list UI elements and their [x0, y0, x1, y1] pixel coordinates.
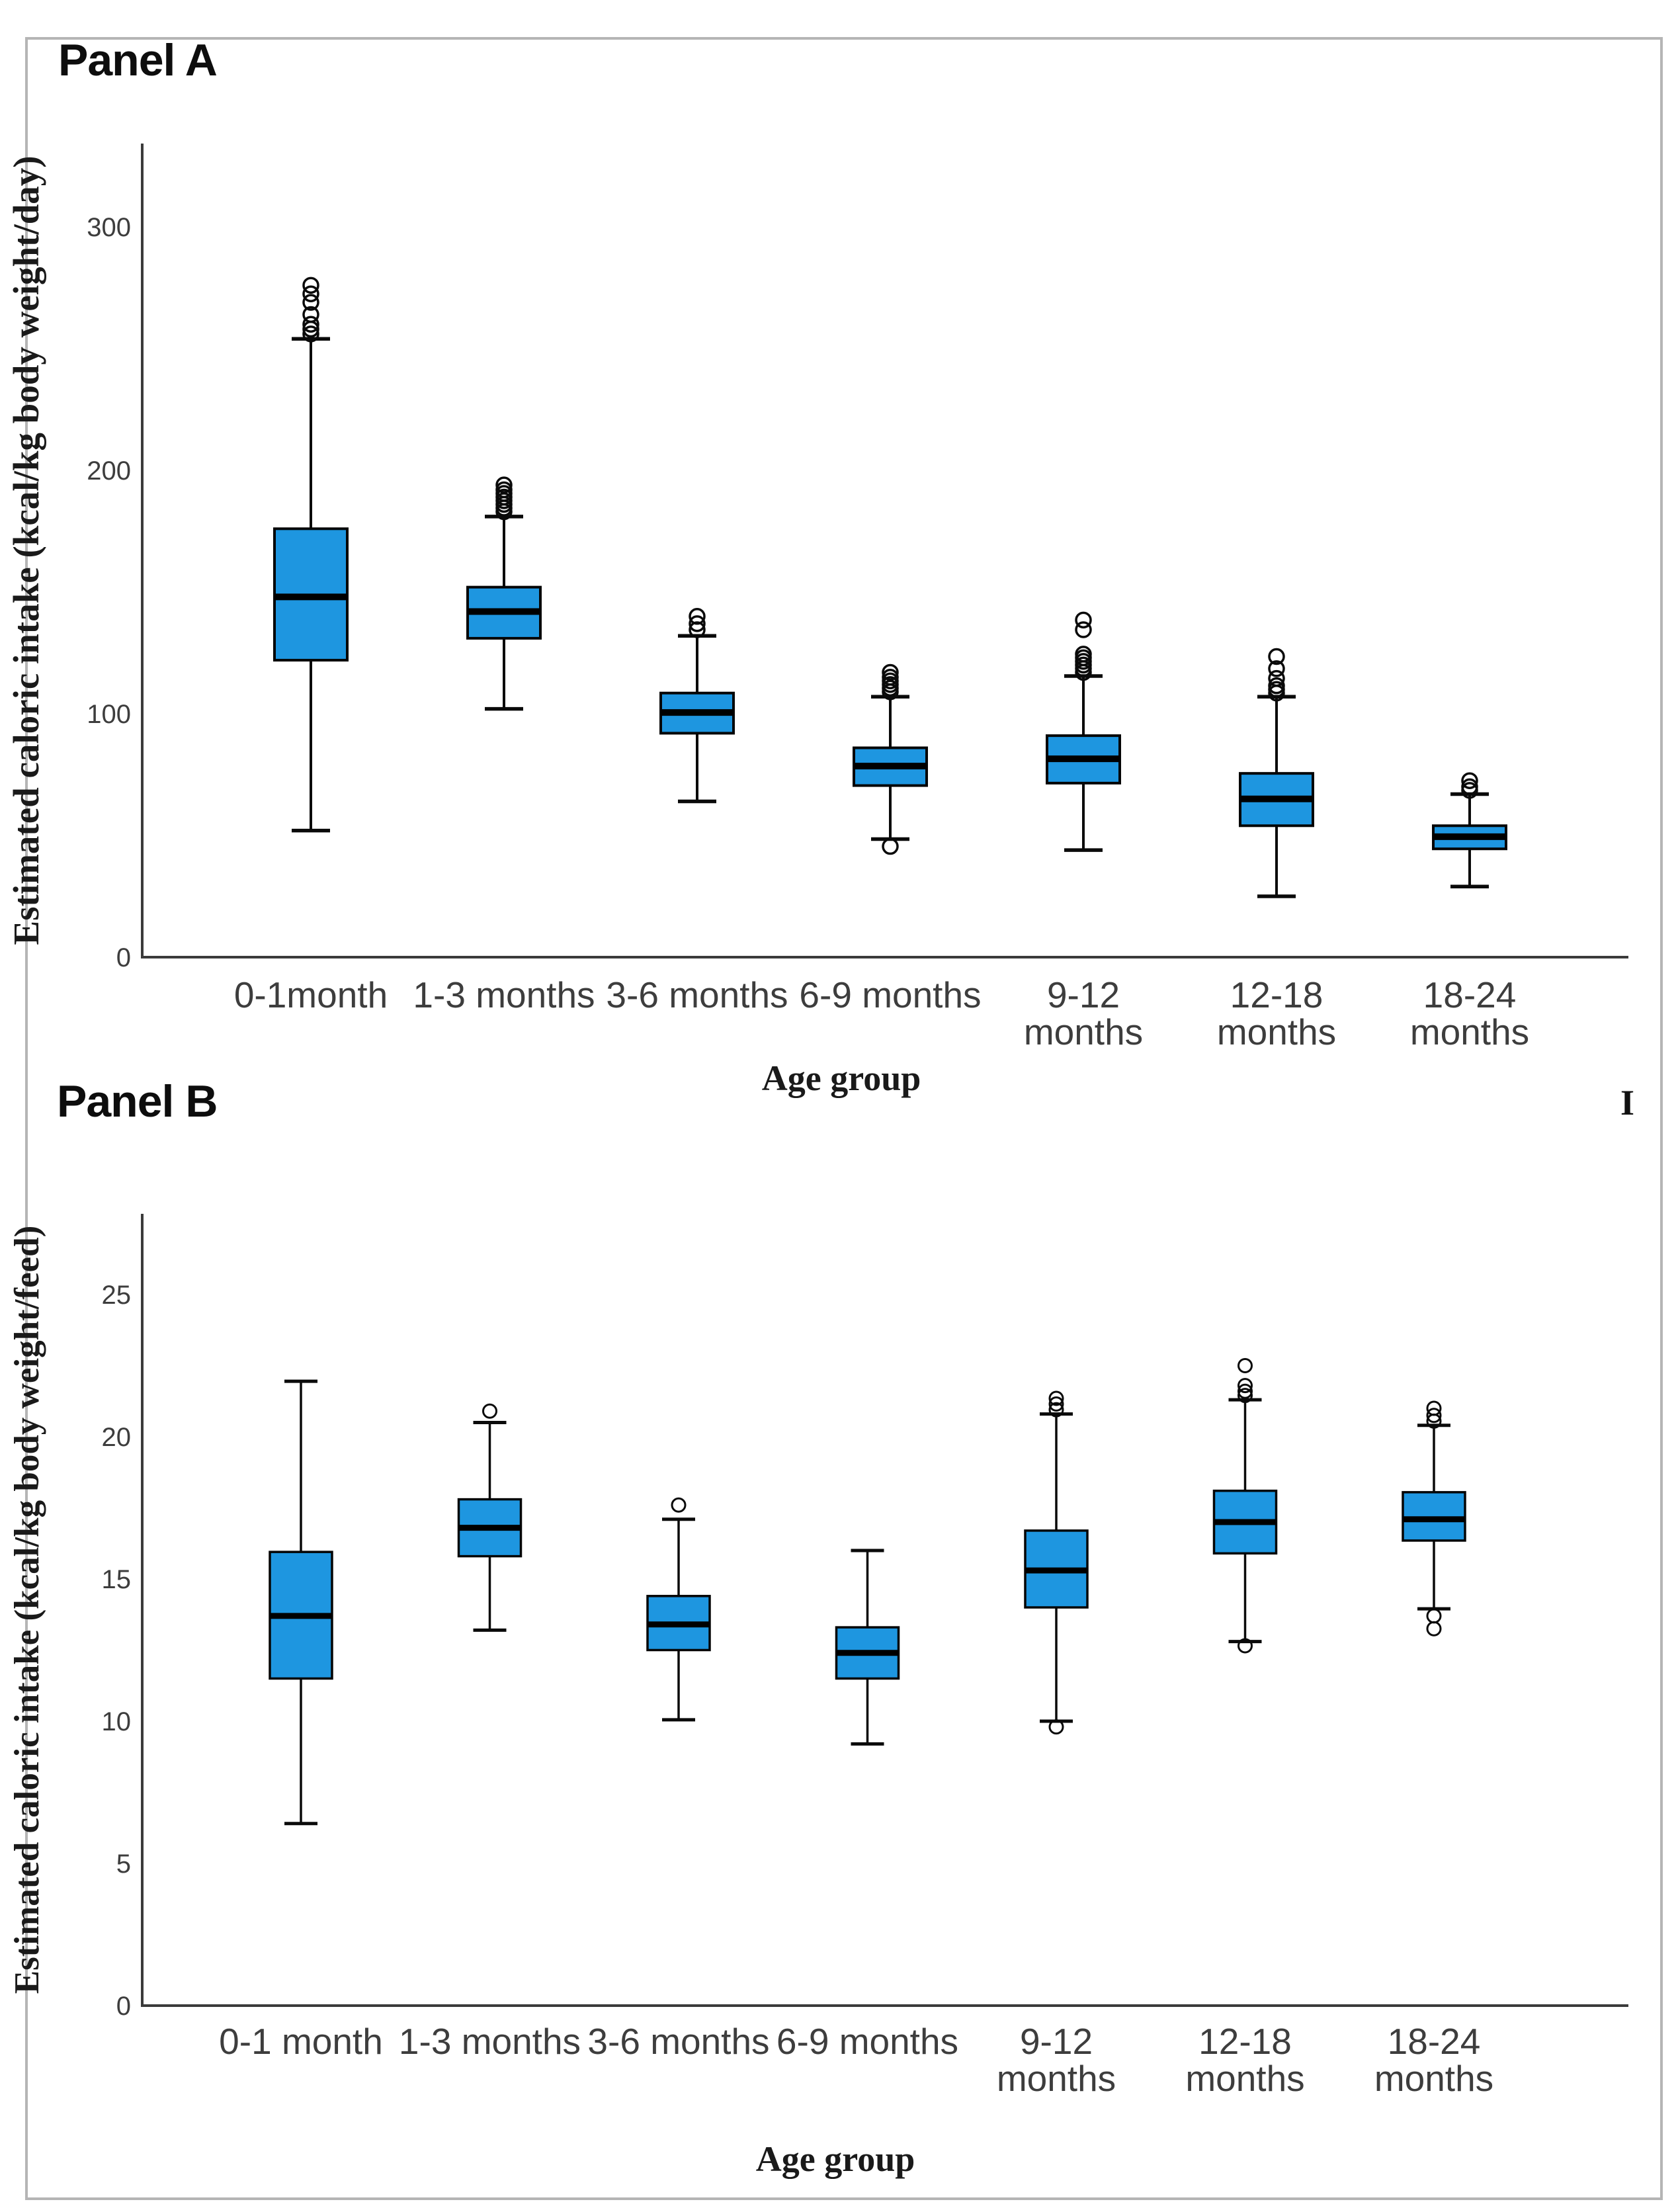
x-category-label: 1-3 months: [413, 974, 595, 1015]
outlier-point: [1268, 660, 1285, 677]
x-category-label: 3-6 months: [606, 974, 788, 1015]
outlier-point: [689, 608, 706, 625]
boxplot-group: 6-9 months: [776, 1549, 958, 2062]
outlier-point: [689, 615, 706, 632]
outlier-point: [1048, 1390, 1064, 1406]
outlier-point: [1268, 648, 1285, 665]
outlier-point: [482, 1403, 497, 1419]
outlier-point: [689, 621, 706, 638]
boxplot-group: 1-3 months: [413, 476, 595, 1015]
y-tick-label: 25: [102, 1281, 132, 1310]
outlier-point: [302, 325, 319, 343]
x-category-label: months: [1185, 2058, 1304, 2099]
x-category-label: 6-9 months: [776, 2021, 958, 2062]
outlier-point: [302, 276, 319, 294]
panel-b-title: Panel B: [57, 1076, 218, 1127]
outlier-point: [302, 306, 319, 323]
boxplot-group: 1-3 months: [399, 1403, 581, 2062]
outlier-point: [495, 481, 513, 499]
outlier-point: [882, 663, 899, 681]
x-category-label: months: [1374, 2058, 1493, 2099]
outlier-point: [1238, 1388, 1253, 1404]
y-tick-label: 0: [116, 1992, 131, 2021]
outlier-point: [1238, 1378, 1253, 1394]
outlier-point: [1426, 1408, 1442, 1424]
y-tick-label: 100: [87, 700, 131, 729]
outlier-point: [1238, 1383, 1253, 1399]
outlier-point: [1075, 621, 1092, 638]
x-axis-title: Age group: [756, 2139, 915, 2179]
outlier-point: [302, 316, 319, 333]
outlier-point: [302, 285, 319, 302]
outlier-point: [1268, 677, 1285, 695]
x-category-label: months: [1024, 1011, 1143, 1052]
boxplot-group: 3-6 months: [587, 1497, 770, 2062]
outlier-point: [1238, 1638, 1253, 1654]
outlier-point: [1426, 1608, 1442, 1624]
outlier-point: [1461, 778, 1478, 796]
y-tick-label: 0: [116, 943, 131, 972]
y-tick-label: 5: [116, 1850, 131, 1879]
outlier-point: [671, 1497, 687, 1513]
boxplot-group: 0-1 month: [219, 1379, 383, 2062]
outlier-point: [495, 476, 513, 493]
x-category-label: 12-18: [1230, 974, 1323, 1015]
y-tick-label: 300: [87, 213, 131, 242]
outlier-point: [1048, 1402, 1064, 1418]
boxplot-group: 3-6 months: [606, 608, 788, 1015]
page-border: [25, 37, 1663, 2200]
stray-cursor-mark: I: [1620, 1083, 1635, 1123]
outlier-point: [882, 837, 899, 855]
outlier-point: [302, 294, 319, 311]
boxplot-group: 6-9 months: [799, 663, 982, 1015]
outlier-point: [1268, 669, 1285, 687]
x-category-label: 9-12: [1020, 2021, 1093, 2062]
y-tick-label: 20: [102, 1423, 132, 1452]
x-category-label: 1-3 months: [399, 2021, 581, 2062]
outlier-point: [1048, 1719, 1064, 1735]
outlier-point: [1426, 1400, 1442, 1416]
panel-b-boxplot-chart: 0 5 10 15 20 25 Estimated caloric intake (kcal…: [8, 1214, 1628, 2179]
x-category-label: months: [1217, 1011, 1336, 1052]
panel-a-boxplot-chart: 0 100 200 300 Estimated caloric intake (kcal…: [6, 144, 1628, 1098]
x-category-label: 12-18: [1198, 2021, 1292, 2062]
outlier-point: [882, 669, 899, 686]
x-category-label: months: [1410, 1011, 1529, 1052]
boxplot-group: 0-1month: [234, 276, 388, 1015]
y-axis-title: Estimated caloric intake (kcal/kg body w…: [8, 1226, 46, 1994]
y-tick-label: 10: [102, 1707, 132, 1736]
y-axis-title: Estimated caloric intake (kcal/kg body w…: [6, 155, 46, 945]
x-category-label: 6-9 months: [799, 974, 981, 1015]
x-axis-title: Age group: [762, 1058, 921, 1098]
outlier-point: [1048, 1396, 1064, 1412]
outlier-point: [1238, 1358, 1253, 1373]
outlier-point: [1075, 646, 1092, 663]
x-category-label: 9-12: [1047, 974, 1120, 1015]
outlier-point: [1461, 772, 1478, 789]
x-category-label: months: [997, 2058, 1116, 2099]
x-category-label: 18-24: [1423, 974, 1517, 1015]
panel-a-title: Panel A: [58, 35, 218, 85]
x-category-label: 18-24: [1388, 2021, 1481, 2062]
y-tick-label: 200: [87, 456, 131, 486]
x-category-label: 3-6 months: [587, 2021, 769, 2062]
x-category-label: 0-1 month: [219, 2021, 383, 2062]
x-category-label: 0-1month: [234, 974, 388, 1015]
outlier-point: [1075, 611, 1092, 629]
outlier-point: [1426, 1621, 1442, 1637]
y-tick-label: 15: [102, 1565, 132, 1594]
